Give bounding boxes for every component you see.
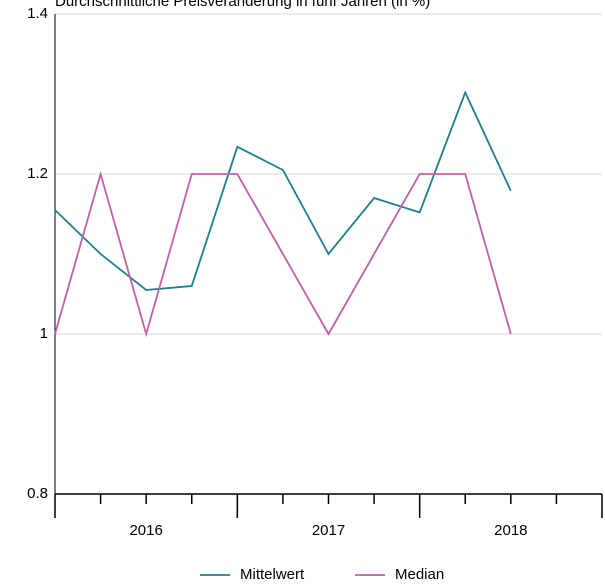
legend-label: Median [395,566,444,583]
y-tick-label: 1 [40,325,48,342]
chart-title: Durchschnittliche Preisveränderung in fü… [55,0,430,10]
line-series [54,170,512,338]
legend-label: Mittelwert [240,566,305,583]
y-tick-label: 1.2 [27,165,48,182]
x-tick-label: 2018 [494,522,527,539]
x-tick-label: 2017 [312,522,345,539]
y-tick-label: 1.4 [27,5,48,22]
x-tick-label: 2016 [129,522,162,539]
y-tick-label: 0.8 [27,485,48,502]
line-series [54,90,512,291]
